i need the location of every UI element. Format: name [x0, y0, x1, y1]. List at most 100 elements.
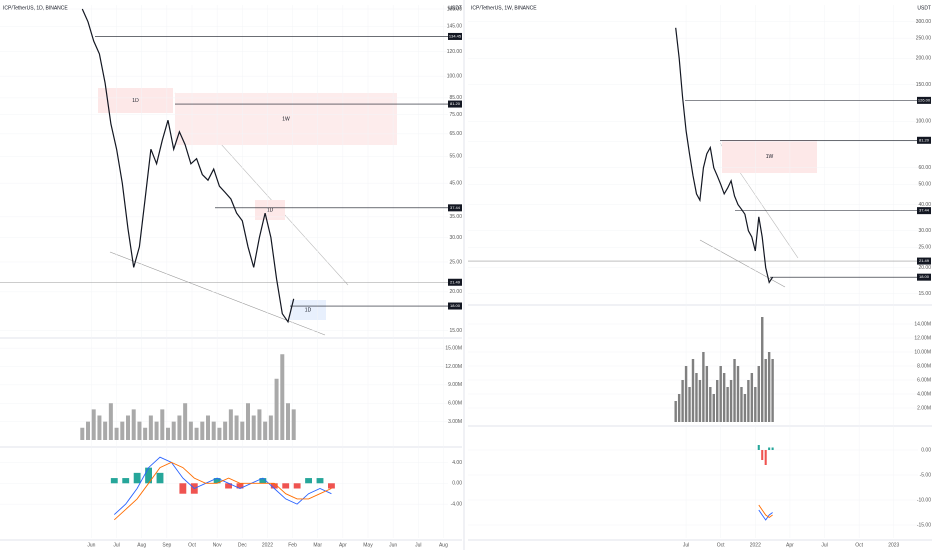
trend-line	[109, 251, 326, 336]
annotation-box	[290, 300, 326, 320]
price-line	[675, 27, 774, 284]
histogram-bar	[316, 478, 324, 484]
macd-line	[758, 509, 773, 521]
y-tick-label: 25.00	[918, 245, 931, 251]
price-tag-label: 37.44	[919, 208, 930, 213]
volume-bar	[86, 421, 90, 440]
volume-bar	[131, 409, 136, 440]
y-tick-label: 2.00M	[917, 405, 931, 411]
volume-bar	[709, 387, 712, 422]
volume-bar	[712, 394, 715, 422]
volume-bar	[91, 409, 96, 440]
unit-label: USDT	[917, 5, 931, 11]
volume-bar	[771, 359, 774, 422]
y-tick-label: -15.00	[917, 522, 931, 528]
volume-bar	[80, 427, 85, 440]
volume-bar	[143, 427, 148, 440]
volume-bar	[223, 421, 228, 440]
volume-bar	[217, 427, 222, 440]
macd-line	[758, 504, 773, 519]
volume-bar	[228, 409, 233, 440]
y-tick-label: 15.00	[918, 291, 931, 297]
histogram-bar	[122, 478, 130, 484]
x-tick-label: Feb	[288, 542, 297, 548]
annotation-box	[98, 88, 173, 113]
price-tag-label: 21.49	[919, 258, 930, 263]
y-tick-label: 8.00M	[917, 363, 931, 369]
volume-bar	[171, 421, 176, 440]
price-tag	[448, 204, 462, 212]
y-tick-label: 50.00	[918, 182, 931, 188]
price-tag	[448, 278, 462, 286]
unit-label: USDT	[448, 5, 462, 11]
volume-bar	[747, 380, 750, 422]
y-tick-label: 9.00M	[448, 382, 462, 388]
histogram-bar	[236, 483, 244, 489]
y-tick-label: 30.00	[918, 228, 931, 234]
price-tag-label: 126.00	[918, 97, 931, 102]
y-tick-label: 55.00	[449, 154, 462, 160]
y-tick-label: 15.00	[449, 328, 462, 334]
volume-bar	[722, 373, 726, 422]
histogram-bar	[145, 467, 152, 484]
volume-bar	[177, 415, 182, 440]
volume-bar	[274, 378, 279, 440]
volume-bar	[733, 359, 736, 422]
price-tag	[917, 257, 931, 265]
volume-bar	[754, 387, 757, 422]
y-tick-label: 300.00	[916, 19, 932, 25]
x-tick-label: Jun	[389, 542, 397, 548]
volume-bar	[154, 421, 159, 440]
y-tick-label: 3.00M	[448, 419, 462, 425]
volume-bar	[188, 421, 193, 440]
volume-bar	[183, 403, 188, 440]
price-tag	[448, 100, 462, 108]
price-tag	[917, 207, 931, 215]
volume-bar	[740, 387, 743, 422]
histogram-bar	[757, 445, 760, 450]
x-tick-label: Jul	[683, 542, 689, 548]
price-tag-label: 37.44	[450, 205, 461, 210]
volume-bar	[743, 394, 747, 422]
histogram-bar	[293, 483, 301, 489]
price-tag-label: 18.00	[919, 274, 930, 279]
annotation-label: 1D	[267, 207, 274, 213]
volume-bar	[211, 421, 216, 440]
volume-bar	[719, 366, 722, 422]
y-tick-label: 145.00	[447, 24, 463, 30]
histogram-bar	[764, 450, 767, 465]
y-tick-label: 4.00M	[917, 391, 931, 397]
y-tick-label: 6.00M	[917, 377, 931, 383]
volume-bar	[677, 394, 681, 422]
y-tick-label: 165.00	[447, 6, 463, 12]
y-tick-label: 0.00	[921, 447, 931, 453]
price-tag-label: 81.20	[919, 137, 930, 142]
price-line	[81, 8, 295, 324]
volume-bar	[108, 403, 113, 440]
volume-bar	[698, 380, 702, 422]
x-tick-label: Apr	[786, 542, 794, 548]
volume-bar	[767, 352, 771, 422]
histogram-bar	[133, 472, 141, 484]
annotation-box	[175, 93, 397, 145]
y-tick-label: 35.00	[449, 214, 462, 220]
histogram-bar	[259, 478, 267, 484]
x-tick-label: May	[363, 542, 373, 548]
volume-bar	[691, 359, 695, 422]
x-tick-label: 2023	[888, 542, 899, 548]
volume-bar	[291, 409, 296, 440]
volume-bar	[729, 380, 733, 422]
volume-bar	[206, 415, 210, 440]
y-tick-label: 12.00M	[914, 335, 931, 341]
y-tick-label: 40.00	[918, 202, 931, 208]
y-tick-label: 4.00	[452, 460, 462, 466]
volume-bar	[695, 373, 698, 422]
x-tick-label: Jul	[821, 542, 827, 548]
volume-bar	[280, 354, 285, 440]
y-tick-label: 30.00	[449, 235, 462, 241]
volume-bar	[268, 415, 273, 440]
annotation-box	[722, 140, 817, 173]
annotation-box	[255, 200, 285, 220]
histogram-bar	[761, 450, 764, 460]
